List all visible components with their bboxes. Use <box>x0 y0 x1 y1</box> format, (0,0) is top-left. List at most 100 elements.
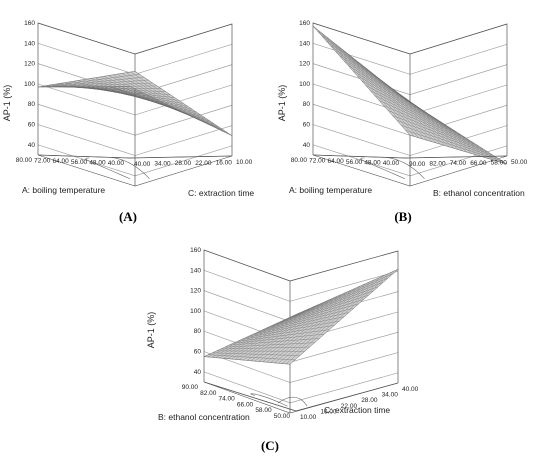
x-tick-label: 48.00 <box>89 159 106 166</box>
x-tick-label: 40.00 <box>383 160 400 167</box>
y-tick-label: 10.00 <box>300 414 317 421</box>
floor-contour <box>360 157 406 180</box>
floor-contour <box>111 157 150 179</box>
floor-contour <box>386 157 425 179</box>
x-axis-label: B: ethanol concentration <box>158 412 250 422</box>
x-axis-line <box>203 381 297 412</box>
panel-label: (A) <box>119 209 137 224</box>
z-tick-label: 100 <box>190 308 201 315</box>
z-tick-label: 120 <box>299 61 310 68</box>
z-tick-label: 160 <box>24 20 35 27</box>
surface-chart-b: 40 60 80 100 120 140 160 40.0048.0056.0064.0072… <box>277 20 528 224</box>
z-tick-label: 120 <box>190 288 201 295</box>
x-axis-label: A: boiling temperature <box>289 185 372 195</box>
y-tick-label: 58.00 <box>491 159 508 166</box>
z-tick-label: 140 <box>299 40 310 47</box>
wall-gridline <box>37 83 233 116</box>
y-tick-label: 22.00 <box>341 403 358 410</box>
y-tick-label: 34.00 <box>154 161 171 168</box>
y-tick-label: 34.00 <box>382 392 399 399</box>
y-tick-label: 16.00 <box>320 408 337 415</box>
wall-gridline <box>203 371 399 404</box>
y-axis-line <box>404 155 508 159</box>
surface-chart-a: 40608010012014016040.0048.0056.0064.0072… <box>2 20 254 224</box>
panel-label: (C) <box>261 438 279 453</box>
y-tick-label: 90.00 <box>409 161 426 168</box>
z-tick-label: 160 <box>190 247 201 254</box>
x-axis-line <box>37 154 131 159</box>
surface-mesh <box>203 269 399 365</box>
x-tick-label: 74.00 <box>219 396 236 403</box>
surface-panel-c: 40 60 80 100 120 140 160 50.00 58.00 66.00 74.00 82… <box>140 235 420 457</box>
wall-gridline <box>312 63 508 95</box>
panel-label: (B) <box>394 209 411 224</box>
z-tick-label: 120 <box>24 61 35 68</box>
wall-gridline <box>312 22 508 55</box>
y-axis-line <box>129 155 233 159</box>
x-axis-line <box>312 154 406 159</box>
floor-contour <box>250 393 288 407</box>
x-tick-label: 50.00 <box>274 413 291 420</box>
x-tick-label: 82.00 <box>200 390 217 397</box>
y-axis-line <box>295 382 399 412</box>
surface-mesh <box>37 71 233 136</box>
floor-contour <box>85 157 131 180</box>
z-tick-label: 80 <box>303 101 311 108</box>
x-tick-label: 40.00 <box>108 160 125 167</box>
wall-gridline <box>37 22 233 55</box>
x-tick-label: 72.00 <box>309 158 326 165</box>
y-tick-label: 16.00 <box>216 159 233 166</box>
z-tick-label: 40 <box>28 142 36 149</box>
y-tick-label: 10.00 <box>236 159 253 166</box>
z-axis-label: AP-1 (%) <box>2 85 12 122</box>
z-tick-label: 80 <box>194 328 202 335</box>
z-tick-label: 140 <box>190 267 201 274</box>
z-tick-label: 40 <box>303 142 311 149</box>
x-tick-label: 72.00 <box>34 158 51 165</box>
y-tick-label: 40.00 <box>134 161 151 168</box>
z-tick-label: 80 <box>28 101 36 108</box>
wall-gridline <box>37 124 233 156</box>
y-axis-label: B: ethanol concentration <box>433 188 525 198</box>
z-tick-label: 60 <box>303 122 311 129</box>
z-tick-label: 40 <box>194 369 202 376</box>
z-axis-label: AP-1 (%) <box>146 312 156 349</box>
surface-panel-b: 40 60 80 100 120 140 160 40.00 48.00 56.00 64.00 72… <box>275 8 550 230</box>
x-tick-label: 66.00 <box>237 401 254 408</box>
z-tick-label: 100 <box>24 81 35 88</box>
floor-contour <box>277 396 308 407</box>
y-tick-label: 66.00 <box>470 160 487 167</box>
z-tick-label: 140 <box>24 40 35 47</box>
wall-gridline <box>203 269 399 302</box>
wall-gridline <box>203 249 399 282</box>
surface-chart-c: 40 60 80 100 120 140 160 50.0058.0066.0074.0082… <box>146 247 419 453</box>
surface-panel-a: 40 60 80 100 120 140 160 40.00 48.00 56.00 64.00 72… <box>0 8 275 230</box>
x-axis-label: A: boiling temperature <box>22 185 105 195</box>
y-tick-label: 40.00 <box>402 386 419 393</box>
surface-mesh <box>312 25 508 165</box>
z-tick-label: 100 <box>299 81 310 88</box>
x-tick-label: 64.00 <box>328 158 345 165</box>
z-tick-label: 60 <box>28 122 36 129</box>
y-tick-label: 74.00 <box>450 160 467 167</box>
z-tick-label: 160 <box>299 20 310 27</box>
x-tick-label: 56.00 <box>346 159 363 166</box>
x-tick-label: 64.00 <box>53 158 70 165</box>
wall-gridline <box>312 144 508 177</box>
y-tick-label: 22.00 <box>195 160 212 167</box>
y-tick-label: 28.00 <box>175 160 192 167</box>
x-tick-label: 90.00 <box>182 384 199 391</box>
wall-gridline <box>37 144 233 177</box>
wall-gridline <box>312 124 508 156</box>
x-tick-label: 48.00 <box>364 159 381 166</box>
x-tick-label: 56.00 <box>71 159 88 166</box>
y-axis-label: C: extraction time <box>188 188 254 198</box>
wall-gridline <box>203 351 399 383</box>
y-axis-label: C: extraction time <box>324 405 390 415</box>
z-tick-label: 60 <box>194 349 202 356</box>
y-tick-label: 28.00 <box>361 397 378 404</box>
x-tick-label: 80.00 <box>291 157 308 164</box>
x-tick-label: 80.00 <box>16 157 33 164</box>
x-tick-label: 58.00 <box>255 407 272 414</box>
y-tick-label: 50.00 <box>511 159 528 166</box>
